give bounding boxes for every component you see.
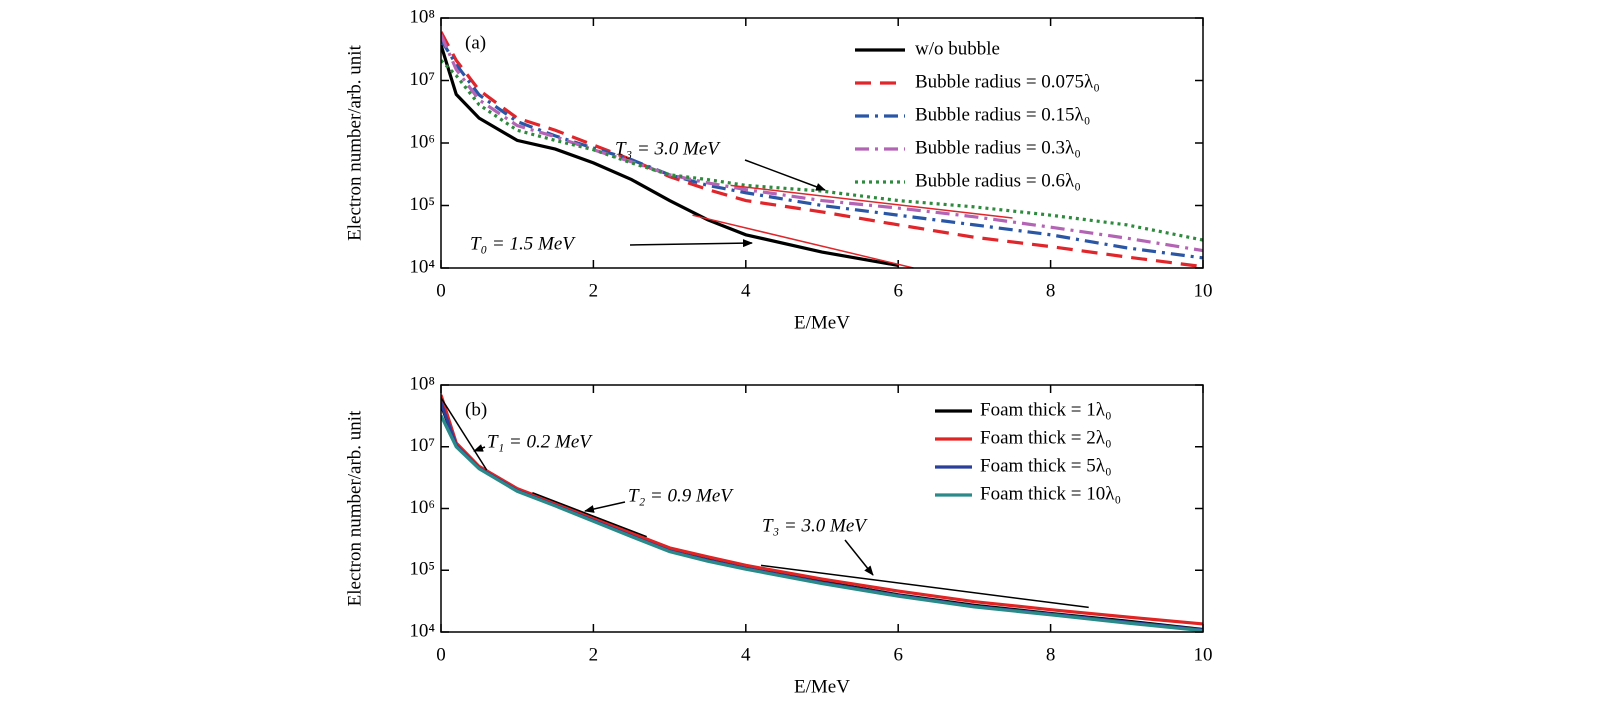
plot-frame: [440, 17, 1204, 269]
panel: 10⁴ 10⁵ 10⁶ 10⁷ 10⁸ 0 2 4 6 8 10 E/MeV Electron numb…: [344, 373, 1212, 697]
x-tick-label: 2: [589, 280, 599, 301]
annotation: T₀ = 1.5 MeV: [470, 233, 576, 254]
x-axis-label: E/MeV: [794, 676, 850, 697]
annotation-arrow: [744, 159, 826, 191]
legend-label: Bubble radius = 0.6λ₀: [915, 170, 1081, 191]
x-tick-label: 10: [1194, 644, 1213, 665]
series-line: [441, 59, 1203, 242]
fit-line: [440, 397, 488, 471]
fit-line: [692, 214, 914, 269]
x-tick-label: 10: [1194, 280, 1213, 301]
y-tick-label: 10⁵: [409, 194, 435, 215]
x-tick-label: 8: [1046, 644, 1056, 665]
panel-label: (a): [465, 32, 486, 53]
legend-label: Foam thick = 5λ₀: [980, 455, 1112, 476]
x-tick-label: 4: [741, 280, 751, 301]
y-tick-label: 10⁸: [409, 373, 435, 394]
panel: 10⁴ 10⁵ 10⁶ 10⁷ 10⁸ 0 2 4 6 8 10 E/MeV Electron numb…: [344, 6, 1212, 333]
y-tick-label: 10⁵: [409, 559, 435, 580]
legend: w/o bubble Bubble radius = 0.075λ₀ Bubble …: [855, 38, 1100, 191]
fit-line: [730, 184, 1013, 219]
y-tick-label: 10⁶: [409, 131, 435, 152]
fit-line: [532, 492, 648, 538]
y-axis-label: Electron number/arb. unit: [344, 44, 365, 240]
legend-label: Foam thick = 1λ₀: [980, 399, 1112, 420]
annotation: T₁ = 0.2 MeV: [487, 431, 593, 452]
annotation-arrow: [844, 539, 874, 576]
annotation-arrow: [473, 444, 486, 452]
y-tick-label: 10⁸: [409, 6, 435, 27]
series-line: [441, 414, 1203, 632]
legend-label: Bubble radius = 0.075λ₀: [915, 71, 1100, 92]
x-axis-label: E/MeV: [794, 312, 850, 333]
x-tick-label: 6: [893, 644, 903, 665]
series-line: [441, 44, 899, 267]
legend: Foam thick = 1λ₀ Foam thick = 2λ₀ Foam thi…: [935, 399, 1121, 504]
annotation: T₃ = 3.0 MeV: [615, 138, 721, 159]
x-tick-label: 4: [741, 644, 751, 665]
plot-frame: [440, 384, 1204, 633]
series-line: [441, 34, 1203, 253]
legend-label: Foam thick = 2λ₀: [980, 427, 1112, 448]
annotation-arrow: [584, 501, 626, 513]
series-line: [441, 394, 1203, 626]
annotation: T₂ = 0.9 MeV: [628, 485, 734, 506]
x-tick-label: 8: [1046, 280, 1056, 301]
y-tick-label: 10⁷: [409, 69, 435, 90]
annotation-arrow: [629, 239, 753, 248]
series-line: [441, 31, 1203, 268]
y-tick-label: 10⁴: [409, 620, 435, 641]
panel-label: (b): [465, 399, 487, 420]
legend-label: Bubble radius = 0.3λ₀: [915, 137, 1081, 158]
x-tick-label: 0: [436, 280, 446, 301]
y-tick-label: 10⁷: [409, 435, 435, 456]
y-tick-label: 10⁶: [409, 497, 435, 518]
x-tick-label: 0: [436, 644, 446, 665]
legend-label: Bubble radius = 0.15λ₀: [915, 104, 1090, 125]
x-tick-label: 6: [893, 280, 903, 301]
y-axis-label: Electron number/arb. unit: [344, 410, 365, 606]
annotation: T₃ = 3.0 MeV: [762, 515, 868, 536]
legend-label: Foam thick = 10λ₀: [980, 483, 1121, 504]
fit-line: [760, 564, 1089, 609]
x-tick-label: 2: [589, 644, 599, 665]
y-tick-label: 10⁴: [409, 256, 435, 277]
legend-label: w/o bubble: [915, 38, 1000, 59]
